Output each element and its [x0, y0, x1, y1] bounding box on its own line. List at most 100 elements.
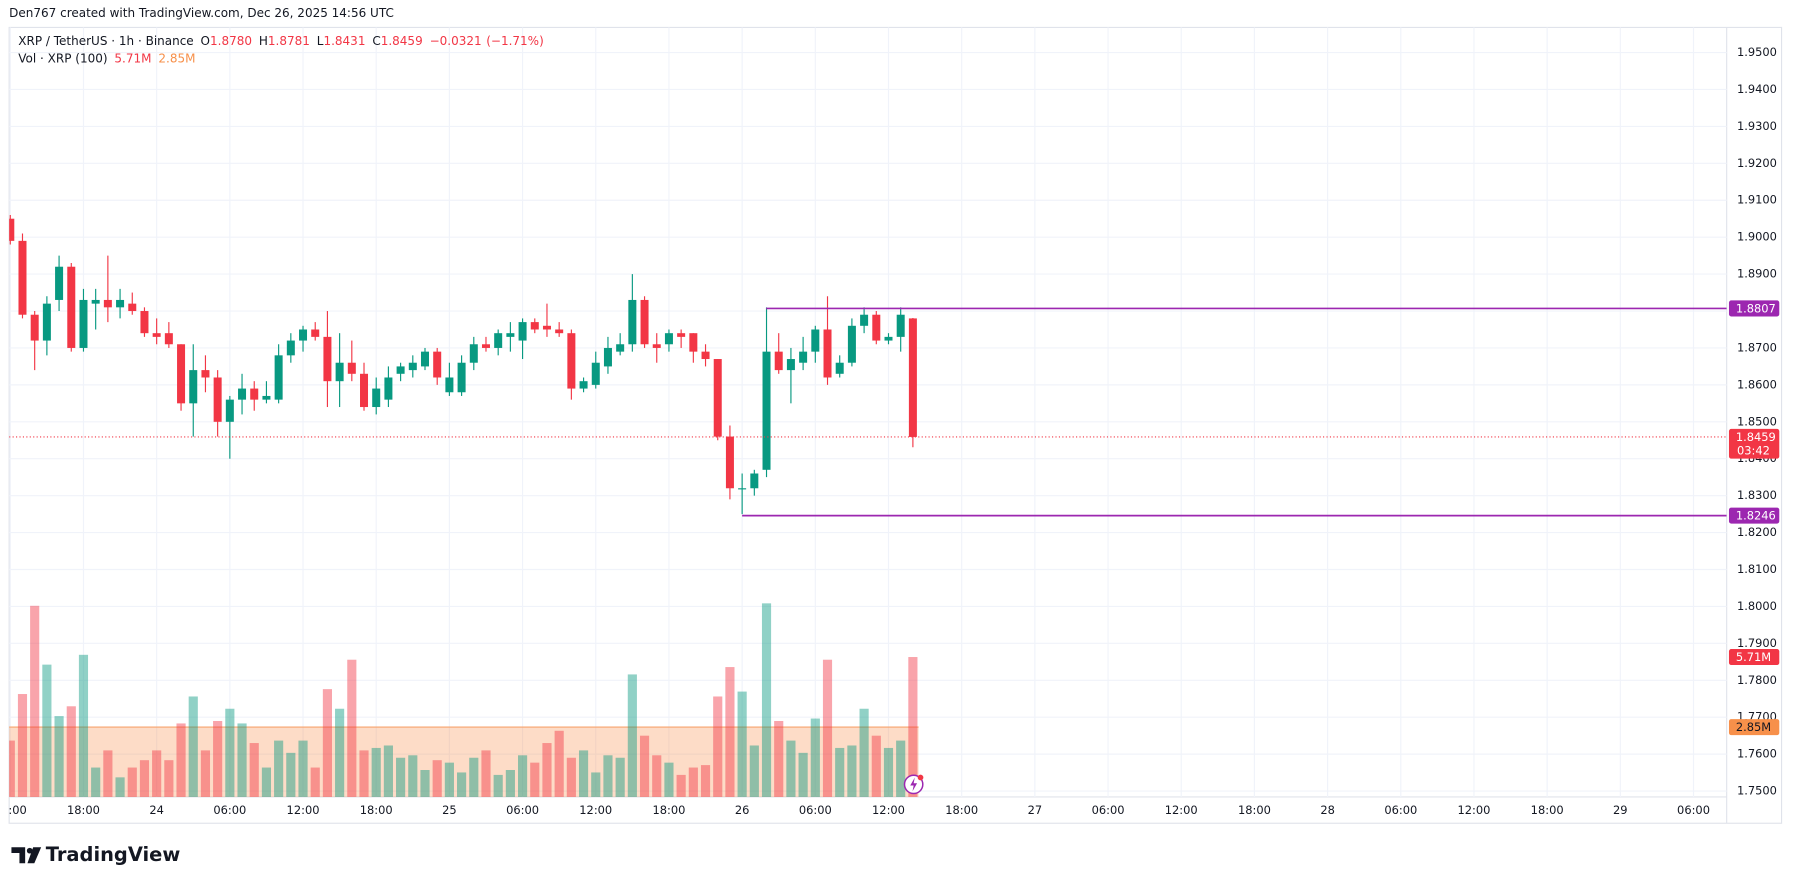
candle-body: [616, 344, 625, 352]
volume-bar-up: [54, 716, 64, 797]
y-tick-label: 1.8600: [1737, 377, 1777, 391]
candle-body: [542, 325, 551, 330]
symbol-legend: XRP / TetherUS · 1h · Binance O1.8780 H1.8…: [18, 34, 543, 48]
volume-ma-badge: [1728, 719, 1780, 736]
candle-body: [701, 351, 710, 360]
candle-body: [799, 351, 808, 363]
x-tick-label: 06:00: [1384, 803, 1417, 817]
candle-body: [335, 362, 344, 382]
volume-bar-up: [591, 772, 601, 797]
y-tick-label: 1.8900: [1737, 267, 1777, 281]
y-tick-label: 1.7600: [1737, 747, 1777, 761]
volume-bar-down: [676, 774, 686, 797]
volume-bar-down: [566, 757, 576, 797]
volume-bar-down: [249, 743, 259, 797]
x-tick-label: 12:00: [0, 803, 27, 817]
volume-bar-up: [761, 603, 772, 797]
volume-bar-up: [749, 745, 759, 797]
volume-bar-down: [542, 743, 552, 797]
y-tick-label: 1.7900: [1737, 636, 1777, 650]
x-tick-label: 25: [442, 803, 457, 817]
candle-body: [786, 359, 795, 371]
x-tick-label: 18:00: [360, 803, 393, 817]
volume-bar-down: [700, 765, 711, 797]
volume-bar-down: [481, 750, 491, 797]
y-tick-label: 1.8700: [1737, 340, 1777, 354]
candle-body: [908, 318, 917, 437]
x-tick-label: 24: [149, 803, 164, 817]
y-tick-label: 1.9400: [1737, 82, 1777, 96]
candle-body: [323, 336, 332, 382]
x-tick-label: 28: [1320, 803, 1335, 817]
candle-body: [384, 377, 393, 400]
y-tick-label: 1.9200: [1737, 156, 1777, 170]
volume-bar-up: [188, 696, 198, 797]
candle-body: [347, 362, 356, 374]
candle-body: [579, 381, 588, 389]
volume-bar-down: [432, 760, 442, 797]
volume-bar-down: [310, 767, 320, 797]
volume-bar-up: [883, 747, 894, 797]
current-price-label: 1.8459: [1736, 430, 1776, 444]
candle-body: [250, 388, 259, 400]
volume-bar-down: [127, 767, 137, 797]
volume-bar-up: [615, 757, 625, 797]
volume-bar-down: [652, 755, 662, 797]
candle-body: [9, 218, 15, 241]
volume-bar-down: [530, 762, 540, 797]
volume-bar-up: [493, 774, 503, 797]
candle-body: [433, 351, 442, 378]
candle-body: [372, 388, 381, 408]
candle-body: [396, 366, 405, 374]
countdown-label: 03:42: [1737, 444, 1770, 458]
candle-body: [189, 370, 198, 404]
candle-body: [177, 344, 186, 404]
candle-body: [481, 344, 490, 348]
attribution: Den767 created with TradingView.com, Dec…: [9, 6, 394, 20]
volume-bar-down: [17, 694, 28, 797]
candle-body: [555, 329, 564, 334]
volume-ma-area: [9, 727, 919, 797]
volume-bar-up: [371, 747, 381, 797]
candle-body: [689, 333, 698, 352]
symbol: XRP / TetherUS · 1h · Binance: [18, 34, 193, 48]
volume-bar-down: [200, 750, 211, 797]
candle-body: [725, 436, 734, 489]
volume-bar-up: [469, 757, 479, 797]
brand-logo: [11, 847, 42, 864]
candle-body: [835, 362, 844, 374]
volume-bar-up: [603, 755, 613, 797]
volume-bar-down: [554, 730, 564, 797]
candle-body: [518, 322, 527, 341]
x-tick-label: 18:00: [652, 803, 685, 817]
frame: [8, 26, 1783, 824]
volume-bar-up: [505, 769, 515, 797]
candle-body: [201, 370, 210, 378]
candle-body: [238, 388, 247, 400]
y-tick-label: 1.8500: [1737, 414, 1777, 428]
change-value: −0.0321: [430, 34, 482, 48]
ohlc-key: O: [201, 34, 210, 48]
candle-body: [164, 333, 173, 345]
price-badge: [1728, 507, 1780, 524]
volume-bar-down: [639, 735, 650, 797]
x-tick-label: 06:00: [1092, 803, 1125, 817]
brand-name: TradingView: [46, 843, 181, 866]
change-percent: (−1.71%): [486, 34, 544, 48]
candle-body: [274, 355, 283, 400]
volume-bar-up: [627, 674, 637, 797]
x-tick-label: 27: [1028, 803, 1043, 817]
x-tick-label: 18:00: [1531, 803, 1564, 817]
candle-body: [677, 333, 686, 337]
volume-bar-down: [774, 720, 784, 797]
candle-body: [872, 314, 881, 341]
candle-body: [79, 299, 88, 348]
y-tick-label: 1.9000: [1737, 230, 1777, 244]
candle-body: [67, 266, 76, 348]
y-tick-label: 1.8200: [1737, 525, 1777, 539]
price-badge-label: 1.8246: [1736, 509, 1776, 523]
ohlc-value: 1.8781: [268, 34, 310, 48]
candle-body: [311, 329, 320, 337]
volume-bar-up: [798, 752, 808, 797]
